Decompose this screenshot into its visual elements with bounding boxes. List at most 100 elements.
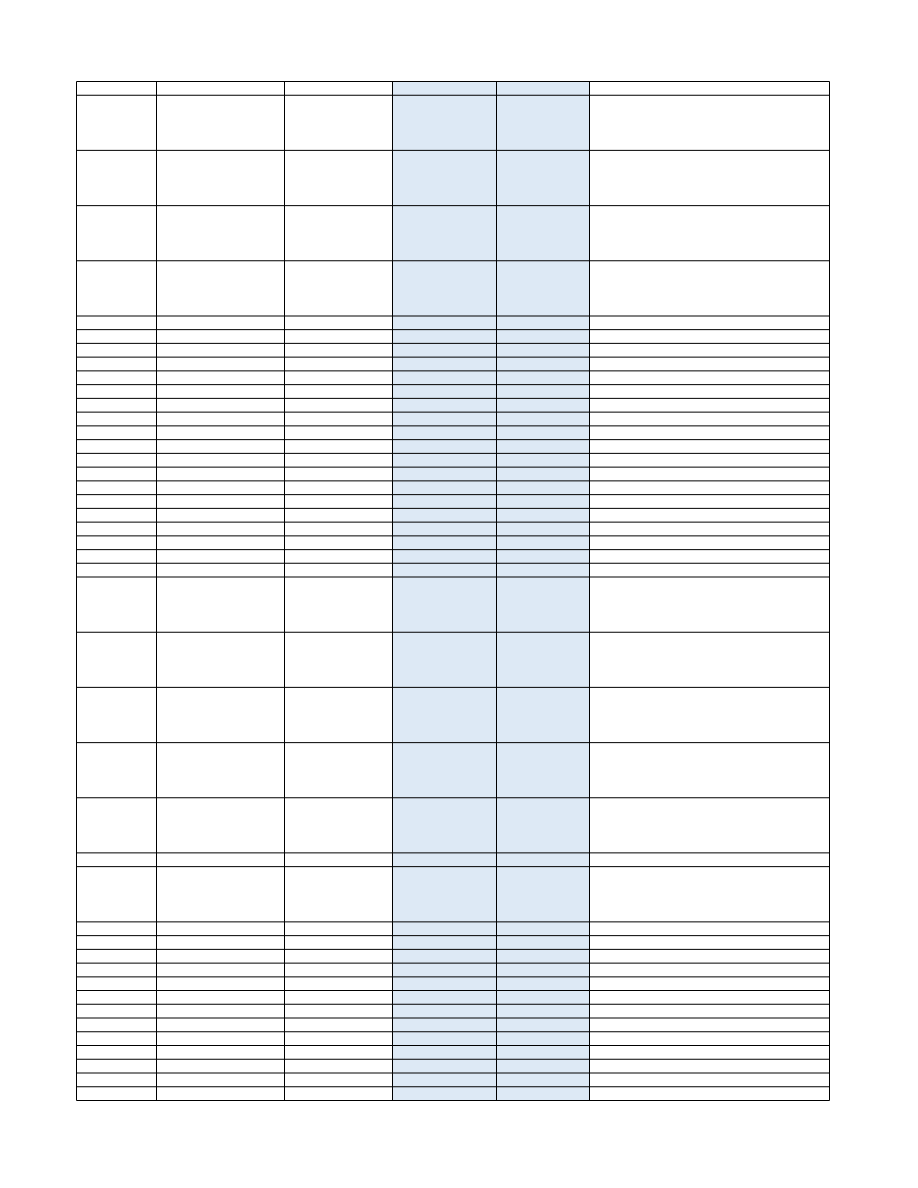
table-cell: [285, 206, 393, 261]
table-cell: [285, 261, 393, 316]
table-cell: [285, 743, 393, 798]
table-cell: [157, 536, 285, 550]
table-cell: [285, 536, 393, 550]
table-cell: [590, 991, 830, 1005]
table-cell: [285, 1004, 393, 1018]
table-cell: [590, 206, 830, 261]
table-cell: [77, 440, 157, 454]
table-cell: [285, 316, 393, 330]
table-cell: [285, 977, 393, 991]
table-cell: [77, 922, 157, 936]
table-cell: [77, 371, 157, 385]
table-cell: [285, 936, 393, 950]
table-cell: [590, 467, 830, 481]
table-cell: [77, 385, 157, 399]
table-cell: [285, 343, 393, 357]
table-cell: [157, 867, 285, 922]
table-cell: [157, 853, 285, 867]
table-cell: [285, 522, 393, 536]
table-cell: [77, 357, 157, 371]
table-cell: [157, 687, 285, 742]
table-cell: [77, 508, 157, 522]
table-cell: [590, 853, 830, 867]
table-cell: [157, 357, 285, 371]
table-cell: [590, 481, 830, 495]
table-cell: [157, 371, 285, 385]
table-cell: [157, 963, 285, 977]
table-cell: [157, 95, 285, 150]
table-cell: [590, 371, 830, 385]
table-cell: [590, 522, 830, 536]
table-cell: [590, 949, 830, 963]
table-cell: [285, 426, 393, 440]
table-cell: [77, 991, 157, 1005]
table-cell: [77, 1018, 157, 1032]
table-cell: [590, 343, 830, 357]
table-cell: [77, 330, 157, 344]
table-cell: [157, 1018, 285, 1032]
table-cell: [590, 95, 830, 150]
table-cell: [285, 1059, 393, 1073]
table-cell: [157, 330, 285, 344]
table-cell: [157, 440, 285, 454]
table-cell: [285, 495, 393, 509]
table-cell: [285, 330, 393, 344]
shaded-column-4: [392, 81, 497, 1101]
table-cell: [285, 1073, 393, 1087]
table-cell: [77, 522, 157, 536]
table-cell: [77, 261, 157, 316]
table-cell: [285, 453, 393, 467]
table-cell: [157, 150, 285, 205]
table-cell: [77, 467, 157, 481]
table-cell: [285, 1032, 393, 1046]
table-cell: [77, 963, 157, 977]
table-cell: [285, 632, 393, 687]
table-cell: [590, 550, 830, 564]
table-cell: [77, 687, 157, 742]
table-cell: [590, 1087, 830, 1101]
table-cell: [157, 522, 285, 536]
table-cell: [77, 412, 157, 426]
table-cell: [157, 632, 285, 687]
table-cell: [590, 536, 830, 550]
table-cell: [590, 743, 830, 798]
table-cell: [157, 743, 285, 798]
table-cell: [590, 82, 830, 96]
table-cell: [157, 798, 285, 853]
table-cell: [77, 206, 157, 261]
table-cell: [77, 853, 157, 867]
table-cell: [77, 1032, 157, 1046]
table-cell: [285, 1046, 393, 1060]
table-cell: [77, 798, 157, 853]
table-cell: [157, 508, 285, 522]
table-cell: [77, 343, 157, 357]
table-cell: [590, 453, 830, 467]
table-cell: [157, 385, 285, 399]
table-cell: [77, 936, 157, 950]
table-cell: [157, 577, 285, 632]
table-cell: [157, 1046, 285, 1060]
table-cell: [157, 550, 285, 564]
table-cell: [590, 261, 830, 316]
table-cell: [590, 577, 830, 632]
table-cell: [77, 563, 157, 577]
table-cell: [157, 1032, 285, 1046]
table-cell: [590, 963, 830, 977]
table-cell: [157, 316, 285, 330]
table-cell: [77, 1059, 157, 1073]
table-cell: [285, 481, 393, 495]
table-cell: [285, 922, 393, 936]
table-cell: [285, 371, 393, 385]
table-cell: [590, 632, 830, 687]
table-cell: [285, 1087, 393, 1101]
table-cell: [285, 867, 393, 922]
table-cell: [590, 426, 830, 440]
table-cell: [77, 495, 157, 509]
table-cell: [77, 867, 157, 922]
table-cell: [590, 385, 830, 399]
table-cell: [77, 82, 157, 96]
table-cell: [157, 977, 285, 991]
table-cell: [285, 853, 393, 867]
table-cell: [157, 206, 285, 261]
